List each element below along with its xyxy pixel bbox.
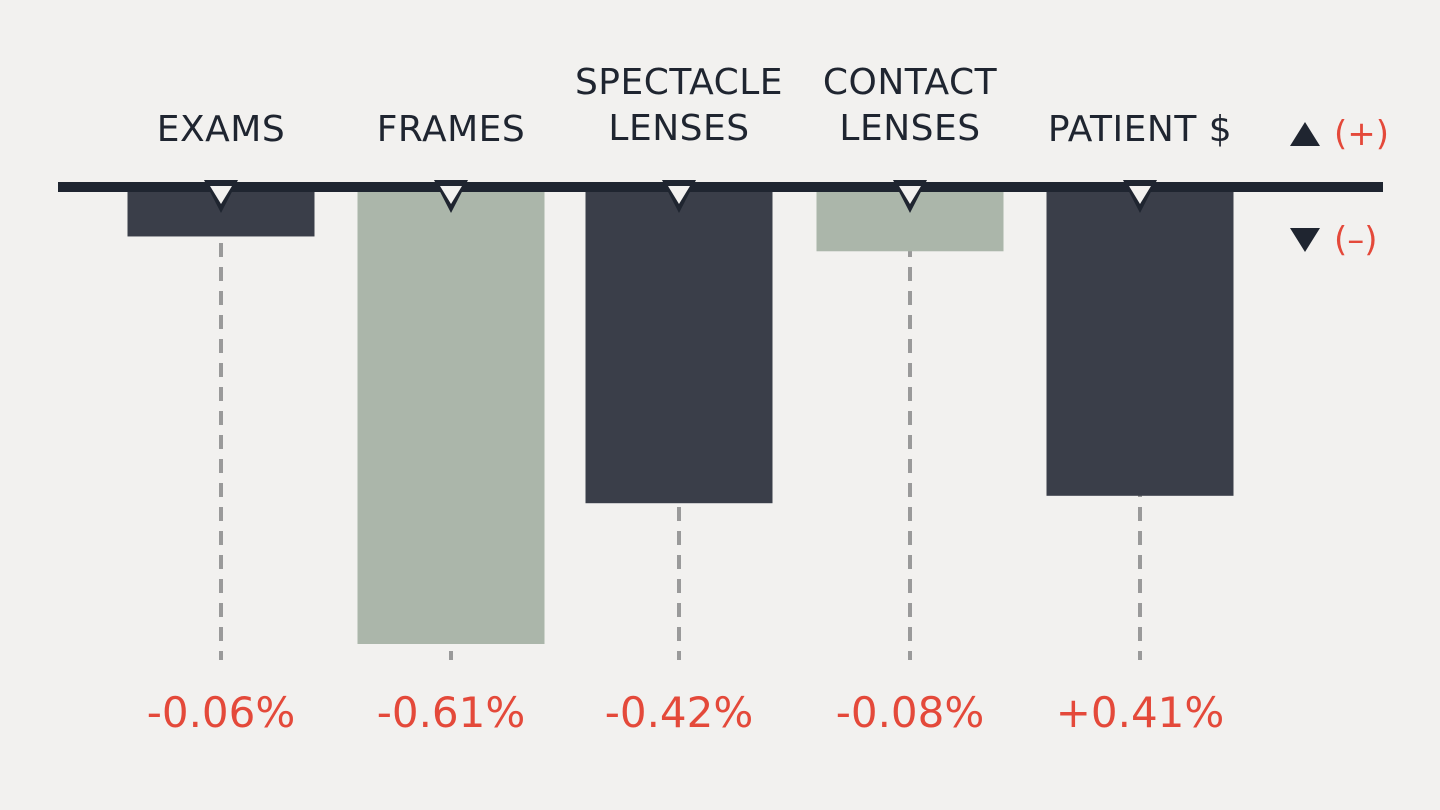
category-label-line: CONTACT <box>822 62 998 103</box>
value-label-0: -0.06% <box>146 688 296 737</box>
value-label-4: +0.41% <box>1055 688 1225 737</box>
category-label-1: FRAMES <box>321 107 581 153</box>
legend-positive: (+) <box>1290 112 1389 156</box>
category-label-2: SPECTACLE LENSES <box>549 60 809 152</box>
category-label-4: PATIENT $ <box>1010 107 1270 153</box>
legend-negative: (–) <box>1290 218 1378 262</box>
category-label-line: SPECTACLE <box>574 62 784 103</box>
axis-notch-inner-4 <box>1129 186 1151 204</box>
axis-notch-inner-3 <box>899 186 921 204</box>
axis-notch-inner-1 <box>440 186 462 204</box>
category-label-line: EXAMS <box>156 109 286 150</box>
bar-4 <box>1046 192 1234 496</box>
category-label-line: PATIENT $ <box>1047 109 1233 150</box>
legend-positive-text: (+) <box>1334 114 1390 154</box>
value-label-3: -0.08% <box>835 688 985 737</box>
value-label-2: -0.42% <box>604 688 754 737</box>
bar-1 <box>357 192 545 644</box>
category-label-line: LENSES <box>839 108 981 149</box>
axis-line <box>58 182 1383 192</box>
axis-notch-inner-2 <box>668 186 690 204</box>
bar-2 <box>585 192 773 504</box>
triangle-up-icon <box>1290 122 1320 146</box>
value-label-1: -0.61% <box>376 688 526 737</box>
category-label-3: CONTACT LENSES <box>780 60 1040 152</box>
category-label-line: LENSES <box>608 108 750 149</box>
axis-notch-inner-0 <box>210 186 232 204</box>
triangle-down-icon <box>1290 228 1320 252</box>
legend-negative-text: (–) <box>1334 220 1378 260</box>
category-label-line: FRAMES <box>376 109 526 150</box>
category-label-0: EXAMS <box>91 107 351 153</box>
